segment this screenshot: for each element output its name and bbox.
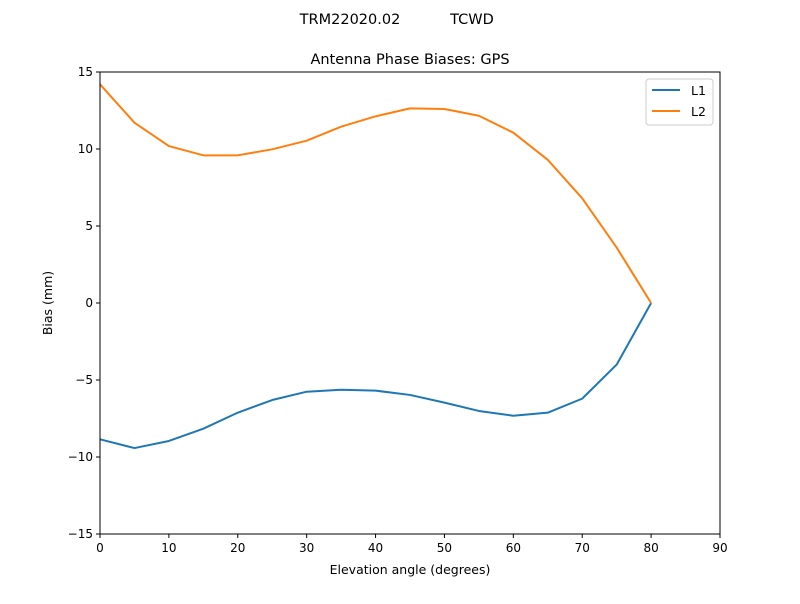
y-tick-label: 15 bbox=[78, 65, 93, 79]
chart-title: Antenna Phase Biases: GPS bbox=[310, 52, 509, 68]
legend-label-l2: L2 bbox=[691, 104, 706, 119]
y-axis-label: Bias (mm) bbox=[40, 271, 55, 335]
y-tick-label: 10 bbox=[78, 142, 93, 156]
x-tick-label: 50 bbox=[437, 541, 452, 555]
x-tick-label: 80 bbox=[643, 541, 658, 555]
y-tick-label: 5 bbox=[85, 219, 93, 233]
suptitle-radome: TCWD bbox=[449, 12, 494, 28]
x-tick-label: 40 bbox=[368, 541, 383, 555]
x-axis-label: Elevation angle (degrees) bbox=[330, 562, 491, 577]
x-tick-label: 20 bbox=[230, 541, 245, 555]
x-tick-label: 0 bbox=[96, 541, 104, 555]
series-line-l1 bbox=[99, 302, 652, 450]
x-tick-label: 90 bbox=[712, 541, 727, 555]
series-line-l2 bbox=[99, 83, 652, 304]
legend-label-l1: L1 bbox=[691, 83, 706, 98]
x-tick-label: 30 bbox=[299, 541, 314, 555]
y-tick-label: −5 bbox=[75, 373, 93, 387]
y-tick-label: 0 bbox=[85, 296, 93, 310]
y-tick-label: −10 bbox=[68, 450, 93, 464]
legend: L1 L2 bbox=[645, 78, 714, 126]
x-tick-label: 60 bbox=[506, 541, 521, 555]
x-tick-label: 10 bbox=[161, 541, 176, 555]
y-tick-label: −15 bbox=[68, 527, 93, 541]
x-tick-label: 70 bbox=[575, 541, 590, 555]
suptitle-antenna: TRM22020.02 bbox=[299, 12, 401, 28]
axes-frame bbox=[99, 71, 721, 535]
